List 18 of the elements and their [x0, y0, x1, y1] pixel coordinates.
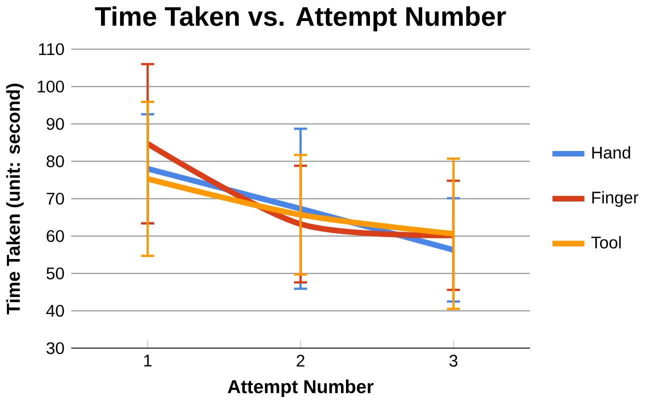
legend-label: Hand — [592, 146, 630, 159]
x-tick-label: 2 — [296, 354, 304, 366]
y-axis-title: Time Taken (unit: second) — [6, 84, 24, 314]
y-tick-label: 110 — [39, 43, 64, 56]
x-tick-label: 3 — [449, 354, 458, 367]
legend-label: Finger — [592, 191, 638, 207]
y-tick-label: 60 — [46, 230, 64, 242]
y-tick-label: 70 — [46, 192, 64, 205]
y-tick-label: 100 — [38, 80, 64, 92]
legend-label: Tool — [591, 236, 621, 248]
y-tick-label: 90 — [46, 118, 64, 130]
y-tick-label: 80 — [46, 155, 64, 168]
y-tick-label: 40 — [46, 304, 64, 317]
x-tick-label: 1 — [144, 354, 152, 366]
chart-title: Time Taken vs. Attempt Number — [95, 6, 506, 32]
y-tick-label: 30 — [46, 342, 64, 354]
x-axis-title: Attempt Number — [228, 379, 374, 397]
y-tick-label: 50 — [46, 267, 64, 280]
